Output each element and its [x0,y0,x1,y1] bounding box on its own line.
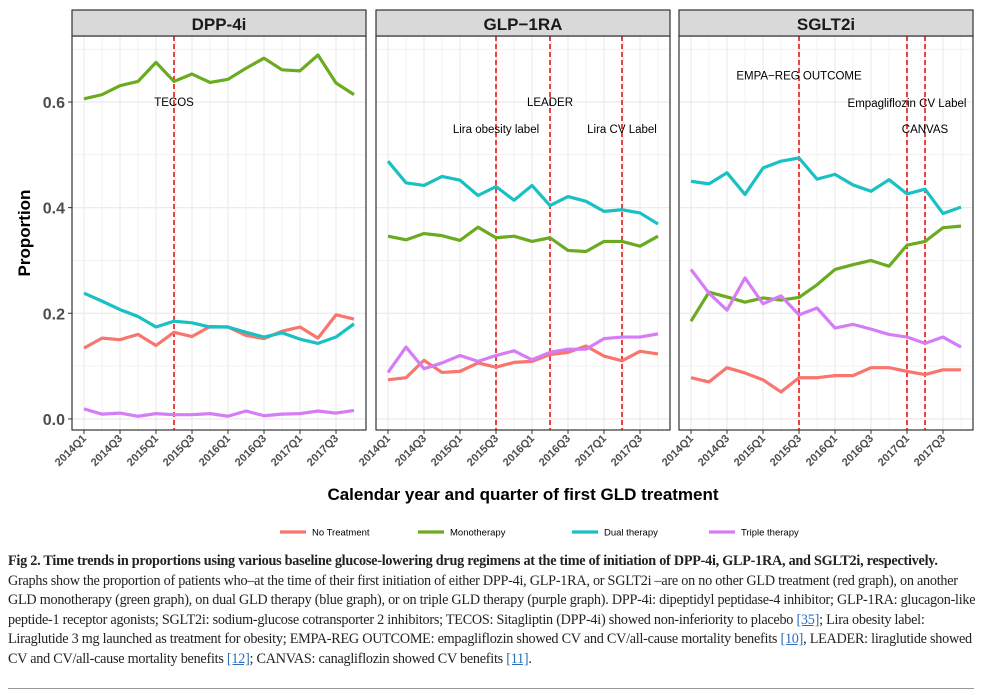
panel-title: DPP-4i [192,15,247,34]
x-tick-label: 2016Q3 [840,433,876,469]
series-line-no-treatment [690,366,961,394]
x-tick-label: 2015Q1 [125,433,161,469]
caption-text: ; CANVAS: canagliflozin showed CV benefi… [249,650,507,667]
reference-link[interactable]: [11] [506,650,529,667]
event-label: CANVAS [902,124,949,136]
reference-link[interactable]: [10] [780,631,804,648]
x-tick-label: 2015Q1 [732,433,768,469]
caption-text: Graphs show the proportion of patients w… [8,572,976,628]
y-tick-label: 0.4 [43,201,65,218]
x-tick-label: 2017Q3 [912,433,948,469]
event-label: TECOS [154,97,194,109]
series-line-monotherapy [689,224,962,323]
panel-strip [678,9,974,37]
x-tick-label: 2017Q1 [573,433,609,469]
x-tick-label: 2016Q1 [804,433,840,469]
x-tick-label: 2014Q3 [89,433,125,469]
panel-strip [71,9,367,37]
y-tick-label: 0.6 [43,95,65,112]
caption-text: ; Lira obesity label: Liraglutide 3 mg l… [8,611,925,648]
x-tick-label: 2014Q1 [357,433,393,469]
x-axis-title: Calendar year and quarter of first GLD t… [327,485,718,504]
x-tick-label: 2017Q1 [269,433,305,469]
reference-link[interactable]: [12] [226,650,250,667]
caption-title: Fig 2. Time trends in proportions using … [8,553,938,569]
caption-text: . [528,650,532,667]
x-tick-label: 2016Q3 [233,433,269,469]
series-line-monotherapy [387,225,659,254]
legend-label: Monotherapy [450,528,506,539]
figure-caption: Fig 2. Time trends in proportions using … [8,552,976,670]
panel-title: GLP−1RA [484,15,563,34]
y-axis-title: Proportion [15,190,34,277]
x-tick-label: 2015Q1 [429,433,465,469]
x-tick-label: 2014Q3 [696,433,732,469]
legend-label: No Treatment [312,528,370,539]
series-line-dual-therapy [386,160,659,226]
x-tick-label: 2015Q3 [768,433,804,469]
y-tick-label: 0.0 [43,412,65,429]
series-line-triple-therapy [386,332,659,374]
series-line-dual-therapy [83,291,355,345]
legend-label: Triple therapy [741,528,799,539]
series-line-monotherapy [83,53,355,101]
x-tick-label: 2014Q1 [660,433,696,469]
x-tick-label: 2014Q3 [393,433,429,469]
event-label: Lira CV Label [587,124,657,136]
series-line-triple-therapy [689,268,962,349]
panel-title: SGLT2i [797,15,855,34]
event-label: Lira obesity label [453,124,539,136]
x-tick-label: 2014Q1 [53,433,89,469]
x-tick-label: 2015Q3 [465,433,501,469]
x-tick-label: 2017Q3 [609,433,645,469]
event-label: LEADER [527,97,573,109]
plot-background [72,36,366,430]
caption-divider [8,688,974,689]
x-tick-label: 2017Q3 [305,433,341,469]
reference-link[interactable]: [35] [796,611,820,628]
panel-strip [375,9,671,37]
legend-label: Dual therapy [604,528,658,539]
x-tick-label: 2016Q1 [501,433,537,469]
series-line-dual-therapy [690,156,962,216]
event-label: EMPA−REG OUTCOME [736,71,862,83]
x-tick-label: 2016Q3 [537,433,573,469]
caption-text: , LEADER: liraglutide showed CV and CV/a… [8,631,972,667]
panel-1: Lira obesity label LEADER Lira CV Label GLP… [357,9,671,469]
y-tick-label: 0.2 [43,306,65,323]
series-line-triple-therapy [83,407,355,418]
x-tick-label: 2016Q1 [197,433,233,469]
panel-2: EMPA−REG OUTCOME Empagliflozin CV Label CA… [660,9,974,469]
event-label: Empagliflozin CV Label [848,98,967,110]
plot-background [376,36,670,430]
x-tick-label: 2015Q3 [161,433,197,469]
x-tick-label: 2017Q1 [876,433,912,469]
